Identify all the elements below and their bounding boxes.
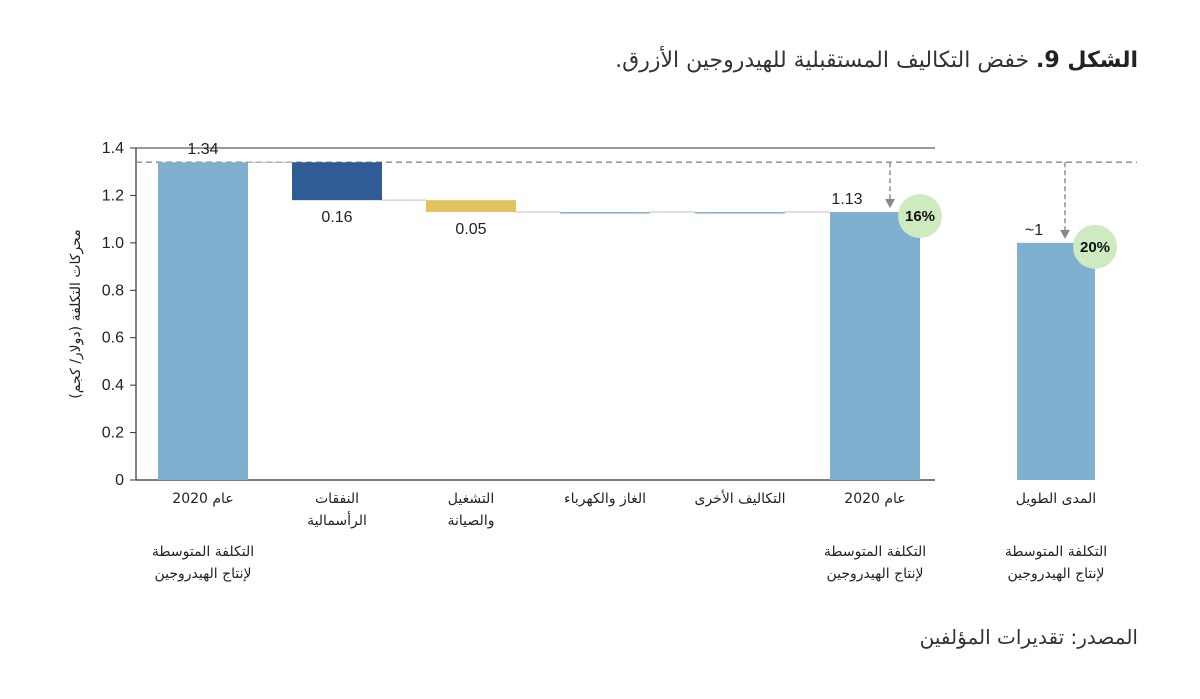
category-sublabel-avg-2020-end: لإنتاج الهيدروجين (826, 566, 923, 582)
category-label-avg-2020-start: عام 2020 (172, 491, 233, 507)
category-label-om: التشغيل (448, 491, 494, 507)
y-tick-label: 0.4 (102, 377, 124, 394)
bar-capex (292, 162, 382, 201)
value-label-capex: 0.16 (321, 209, 352, 226)
y-tick-label: 0.6 (102, 330, 124, 347)
value-label-avg-2020-end: 1.13 (831, 191, 862, 208)
bar-other (695, 212, 785, 214)
reduction-badge-avg-2020-end (898, 194, 942, 239)
category-sublabel-long-term: التكلفة المتوسطة (1005, 544, 1107, 560)
bar-avg-2020-start (158, 162, 248, 480)
y-tick-label: 0.8 (102, 282, 124, 299)
category-sublabel-avg-2020-start: التكلفة المتوسطة (152, 544, 254, 560)
reduction-arrow-head (1060, 229, 1070, 239)
source-note: المصدر: تقديرات المؤلفين (919, 625, 1138, 649)
reduction-badge-text-avg-2020-end: 16% (905, 208, 935, 225)
figure-caption: خفض التكاليف المستقبلية للهيدروجين الأزر… (615, 48, 1030, 73)
figure-label: الشكل 9. (1036, 48, 1138, 73)
reduction-badge-text-long-term: 20% (1080, 239, 1110, 256)
bar-gas-power (560, 212, 650, 214)
figure-title: الشكل 9. خفض التكاليف المستقبلية للهيدرو… (615, 48, 1138, 73)
bar-avg-2020-end (830, 212, 920, 480)
category-sublabel-avg-2020-end: التكلفة المتوسطة (824, 544, 926, 560)
bar-long-term (1017, 242, 1095, 480)
bar-om (426, 200, 516, 213)
value-label-avg-2020-start: 1.34 (187, 141, 218, 158)
y-tick-label: 1.4 (102, 140, 124, 157)
category-label-other: التكاليف الأخرى (694, 489, 785, 507)
value-label-long-term: ~1 (1025, 222, 1043, 239)
y-tick-label: 0 (115, 472, 124, 489)
category-label-capex: الرأسمالية (307, 511, 367, 529)
reduction-arrow-head (885, 199, 895, 209)
category-label-gas-power: الغاز والكهرباء (564, 491, 646, 507)
y-tick-label: 1.0 (102, 235, 124, 252)
category-sublabel-long-term: لإنتاج الهيدروجين (1007, 566, 1104, 582)
y-tick-label: 1.2 (102, 187, 124, 204)
y-axis-title: محركات التكلفة (دولار/ كجم) (68, 229, 84, 398)
category-label-capex: النفقات (315, 491, 359, 507)
y-tick-label: 0.2 (102, 425, 124, 442)
category-label-long-term: المدى الطويل (1016, 491, 1096, 507)
reduction-badge-long-term (1073, 224, 1117, 269)
value-label-om: 0.05 (455, 221, 486, 238)
category-label-avg-2020-end: عام 2020 (844, 491, 905, 507)
category-label-om: والصيانة (448, 513, 495, 529)
category-sublabel-avg-2020-start: لإنتاج الهيدروجين (154, 566, 251, 582)
